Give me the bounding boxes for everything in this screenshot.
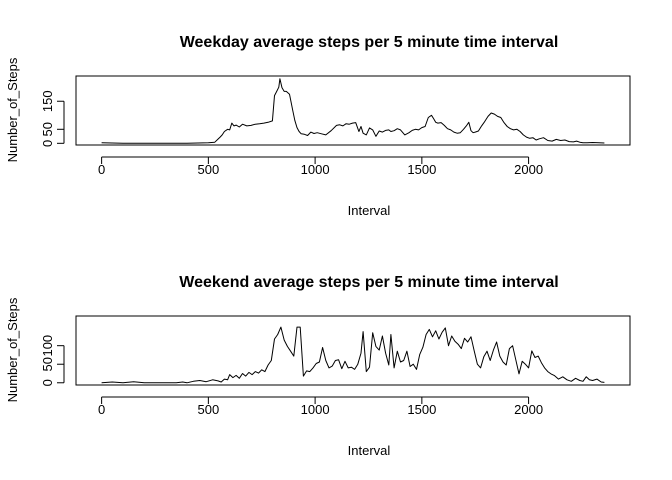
panel-1-plot-box <box>75 75 631 146</box>
panel-2-y-tick-label: 50 <box>40 357 55 371</box>
panel-1-x-tick-label: 0 <box>98 162 105 177</box>
panel-1-y-axis-label: Number_of_Steps <box>5 57 20 162</box>
panel-1-title: Weekday average steps per 5 minute time … <box>180 34 559 51</box>
panel-1-y-tick-label: 50 <box>40 122 55 136</box>
panel-1-x-tick-label: 2000 <box>514 162 543 177</box>
panel-2-x-tick-label: 1500 <box>407 402 436 417</box>
panel-2-steps-series-line <box>101 326 605 384</box>
panel-1-x-tick-label: 1000 <box>301 162 330 177</box>
panel-2-plot-box <box>75 315 631 386</box>
panel-2-y-axis-label: Number_of_Steps <box>5 297 20 402</box>
panel-2-x-tick-label: 2000 <box>514 402 543 417</box>
panel-2-x-tick-label: 1000 <box>301 402 330 417</box>
panel-1-y-tick-label: 150 <box>40 90 55 112</box>
panel-2-x-tick-label: 0 <box>98 402 105 417</box>
panel-2-y-tick-label: 100 <box>40 335 55 357</box>
panel-1-x-tick-label: 1500 <box>407 162 436 177</box>
panel-2-x-tick-label: 500 <box>198 402 220 417</box>
panel-1-x-axis-label: Interval <box>348 203 391 218</box>
panel-2-y-tick-label: 0 <box>40 379 55 386</box>
panel-2-title: Weekend average steps per 5 minute time … <box>179 274 558 291</box>
panel-1-steps-series-line <box>101 78 605 144</box>
panel-2-x-axis-label: Interval <box>348 443 391 458</box>
panel-1-x-tick-label: 500 <box>198 162 220 177</box>
panel-1-y-tick-label: 0 <box>40 140 55 147</box>
